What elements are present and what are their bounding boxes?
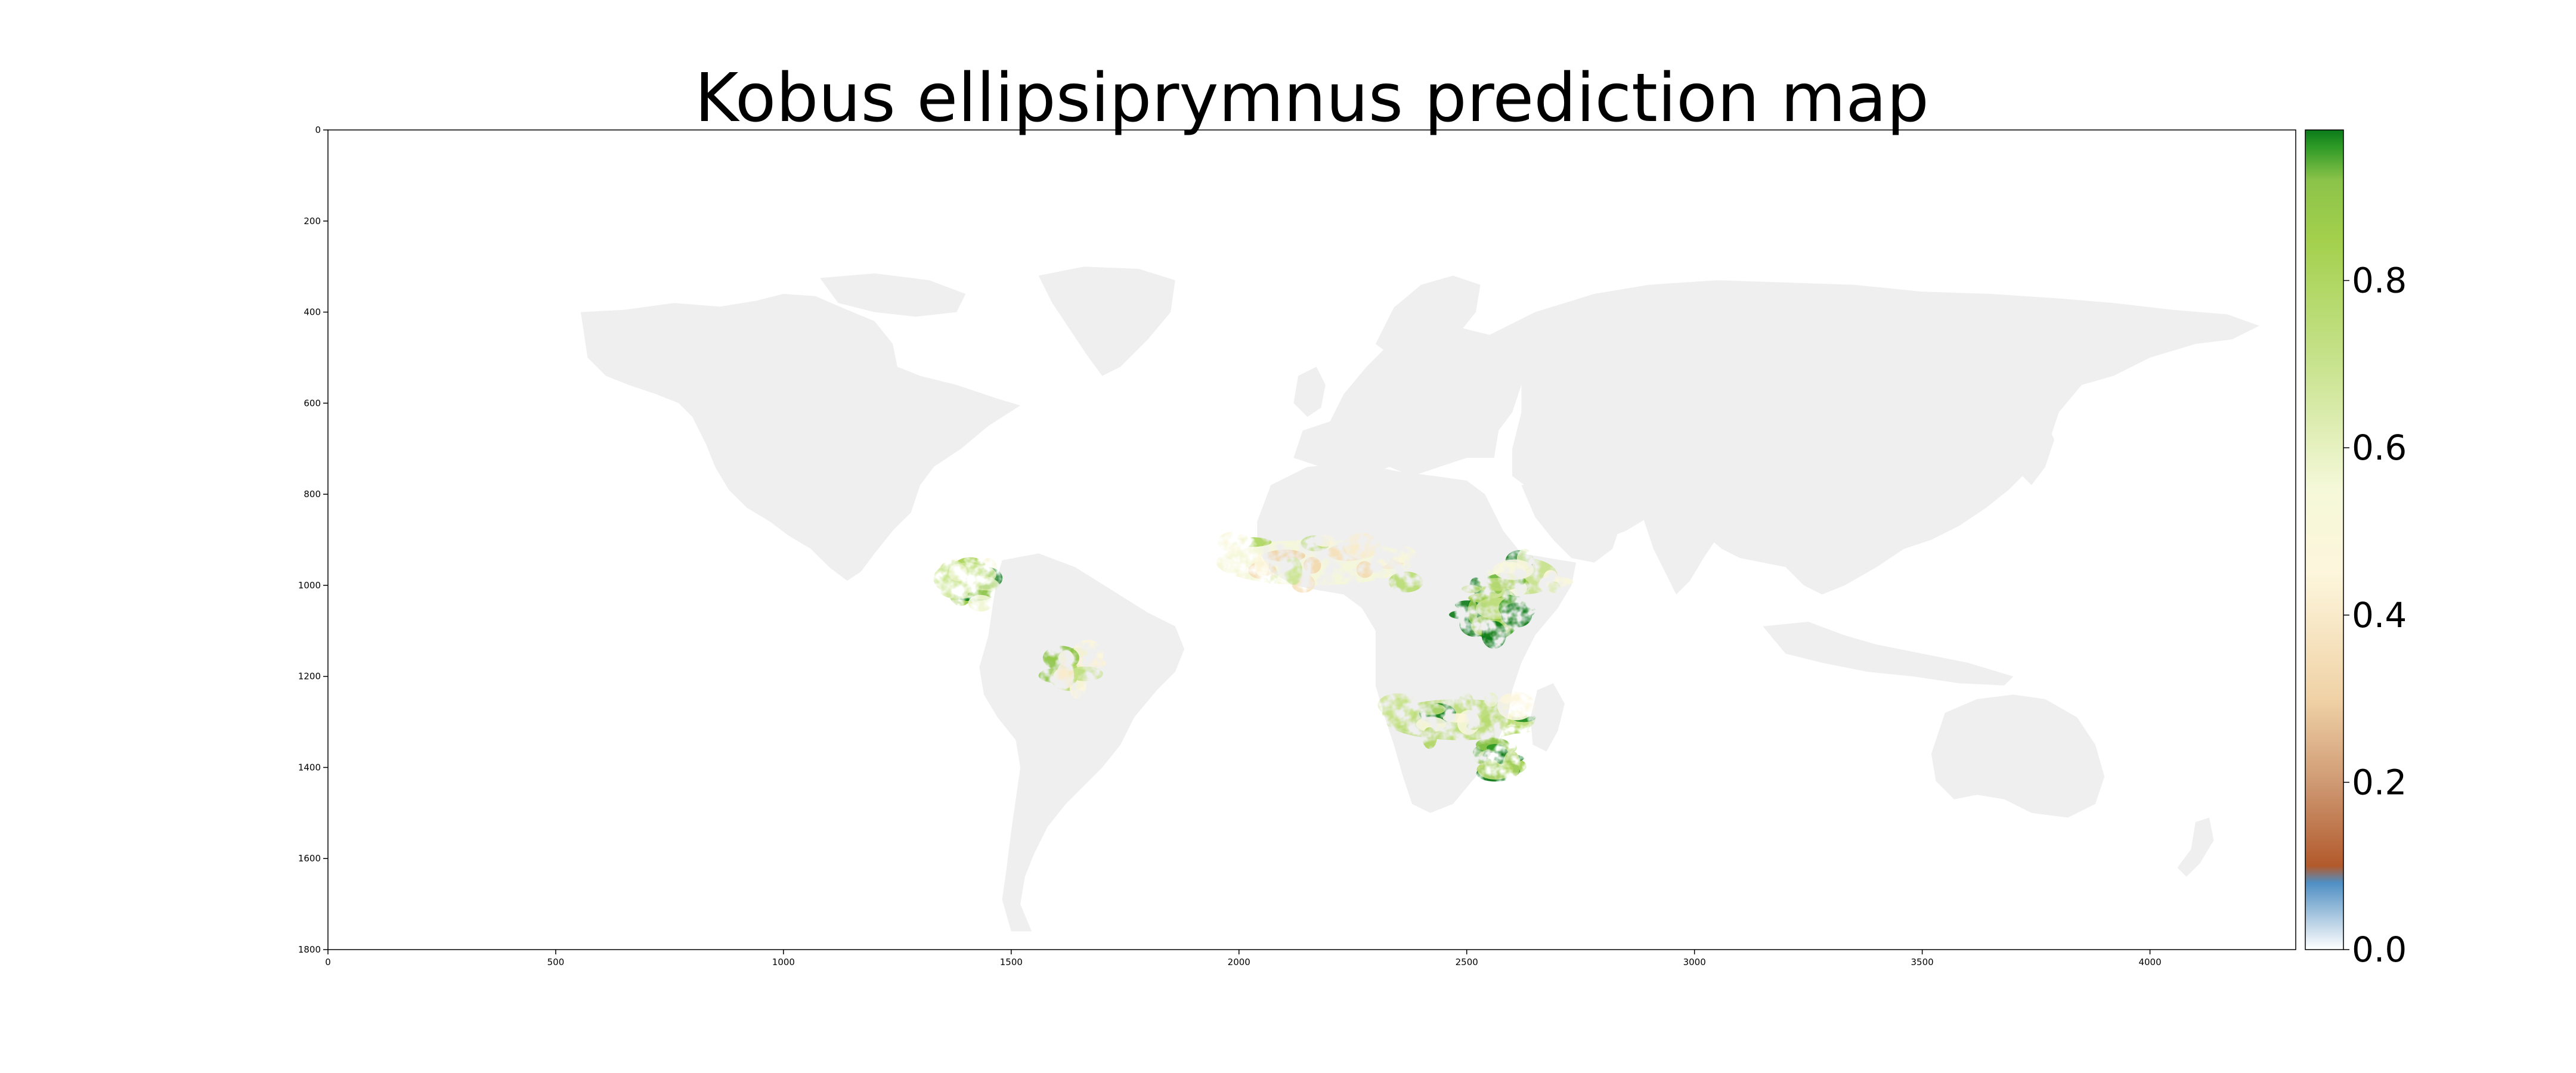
prediction-speckle <box>1466 722 1479 730</box>
prediction-speckle <box>1057 661 1075 689</box>
landmass-japan <box>2022 421 2055 485</box>
y-tick-label: 1000 <box>298 580 321 591</box>
colorbar-tick-label: 0.4 <box>2352 595 2407 635</box>
prediction-speckle <box>1390 546 1417 563</box>
landmass-new-zealand <box>2177 817 2214 877</box>
colorbar-gradient <box>2305 129 2344 950</box>
x-tick-label: 3000 <box>1683 957 1706 967</box>
prediction-speckle <box>1467 600 1478 624</box>
landmass-australia <box>1931 694 2105 818</box>
chart-title: Kobus ellipsiprymnus prediction map <box>694 60 1930 137</box>
prediction-speckle <box>1068 666 1103 681</box>
x-tick-label: 500 <box>547 957 565 967</box>
prediction-speckle <box>1303 557 1321 574</box>
y-tick-label: 0 <box>315 125 321 135</box>
prediction-speckle <box>1459 692 1473 711</box>
x-tick-label: 2000 <box>1228 957 1250 967</box>
prediction-patch <box>1472 737 1527 782</box>
prediction-speckle <box>1218 531 1250 553</box>
prediction-speckle <box>1314 535 1336 547</box>
x-tick-label: 1500 <box>1000 957 1023 967</box>
prediction-patch <box>1478 548 1574 598</box>
x-tick-label: 2500 <box>1456 957 1478 967</box>
prediction-patch <box>1216 531 1423 593</box>
prediction-speckle <box>1417 703 1446 715</box>
prediction-speckle <box>1382 697 1414 726</box>
x-tick-label: 4000 <box>2138 957 2161 967</box>
prediction-speckle <box>1493 559 1534 580</box>
prediction-speckle <box>1478 578 1520 591</box>
landmass-india <box>1640 503 1722 595</box>
landmass-southeast-asia-islands <box>1763 622 2014 686</box>
landmass-madagascar <box>1530 683 1565 752</box>
prediction-patch <box>933 557 1003 612</box>
landmass-south-america <box>979 553 1185 932</box>
prediction-speckle <box>1481 713 1512 729</box>
prediction-speckle <box>1484 692 1498 707</box>
landmass-arabia <box>1521 480 1622 563</box>
prediction-speckle <box>1503 751 1521 779</box>
prediction-speckle <box>1442 713 1473 723</box>
y-tick-label: 1600 <box>298 853 321 864</box>
prediction-patch <box>1038 640 1106 700</box>
prediction-speckle <box>1547 581 1561 593</box>
landmass-greenland <box>1038 266 1175 376</box>
prediction-speckle <box>1284 557 1303 585</box>
prediction-speckle <box>1492 726 1532 734</box>
colorbar-tick-label: 0.6 <box>2352 427 2407 468</box>
land-layer <box>581 266 2259 932</box>
prediction-speckle <box>1501 602 1532 628</box>
y-tick-label: 400 <box>304 307 321 318</box>
y-tick-label: 1800 <box>298 944 321 955</box>
prediction-speckle <box>1371 554 1390 567</box>
y-tick-label: 800 <box>304 489 321 500</box>
prediction-layer <box>933 531 1574 782</box>
prediction-patch <box>1377 691 1536 749</box>
prediction-speckle <box>948 563 968 582</box>
prediction-speckle <box>968 594 993 612</box>
prediction-speckle <box>1254 553 1270 577</box>
prediction-speckle <box>1070 656 1106 670</box>
y-tick-label: 200 <box>304 216 321 227</box>
colorbar: 0.0 0.2 0.4 0.6 0.8 <box>2305 129 2407 970</box>
prediction-speckle <box>1344 533 1380 559</box>
prediction-speckle <box>1416 717 1447 732</box>
prediction-speckle <box>1058 650 1074 666</box>
landmass-arctic-islands <box>820 273 966 317</box>
map-axes: 0 500 1000 1500 2000 2500 3000 3500 4000 0 200 400 6… <box>298 125 2296 967</box>
prediction-speckle <box>1487 744 1504 752</box>
prediction-speckle <box>1422 727 1437 749</box>
prediction-speckle <box>1265 549 1306 562</box>
x-tick-label: 0 <box>325 957 331 967</box>
prediction-speckle <box>1388 571 1423 593</box>
prediction-speckle <box>1481 621 1507 649</box>
y-tick-label: 600 <box>304 398 321 408</box>
landmass-north-america <box>581 294 1021 581</box>
colorbar-tick-label: 0.8 <box>2352 261 2407 301</box>
prediction-speckle <box>1356 561 1374 578</box>
y-tick-label: 1400 <box>298 762 321 773</box>
colorbar-tick-label: 0.2 <box>2352 762 2407 802</box>
x-tick-label: 1000 <box>772 957 795 967</box>
landmass-africa <box>1257 462 1577 813</box>
landmass-europe <box>1293 325 1522 476</box>
y-tick-label: 1200 <box>298 671 321 682</box>
prediction-speckle <box>1497 691 1535 721</box>
plot-frame <box>327 129 2296 950</box>
landmass-scandinavia <box>1375 275 1481 358</box>
prediction-patch <box>1449 577 1535 649</box>
prediction-speckle <box>1461 585 1481 593</box>
x-tick-label: 3500 <box>1911 957 1934 967</box>
colorbar-tick-label: 0.0 <box>2352 929 2407 970</box>
landmass-british-isles <box>1293 367 1326 417</box>
